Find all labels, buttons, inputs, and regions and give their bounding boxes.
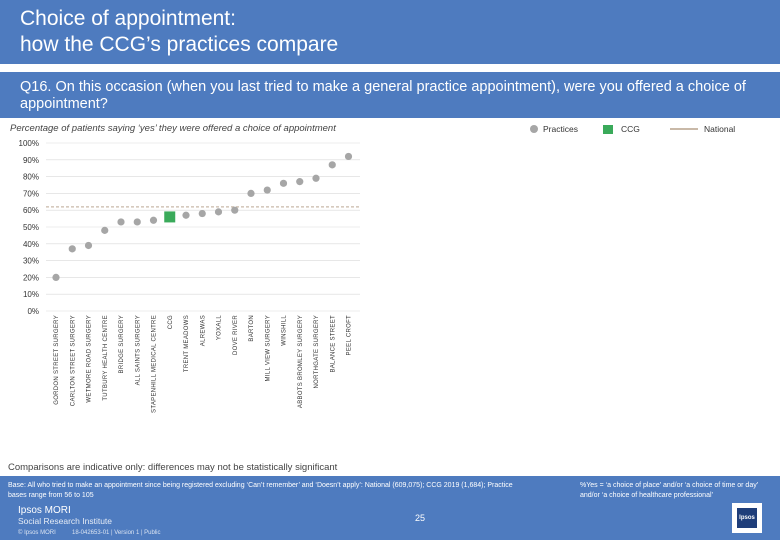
y-tick-label: 40% <box>23 240 39 249</box>
title-bar <box>0 0 780 64</box>
question-text: Q16. On this occasion (when you last tri… <box>20 79 746 112</box>
ipsos-logo-text: Ipsos MORI Social Research Institute <box>18 505 112 527</box>
category-label: YOXALL <box>217 315 223 341</box>
category-label: GORDON STREET SURGERY <box>54 315 60 405</box>
practice-point <box>133 218 141 226</box>
comparisons-note: Comparisons are indicative only: differe… <box>8 462 338 473</box>
practice-point <box>149 216 158 224</box>
practice-point <box>182 211 190 219</box>
category-label: TUTBURY HEALTH CENTRE <box>103 315 109 401</box>
logo-line-2: Social Research Institute <box>18 516 113 526</box>
chart-subtitle: Percentage of patients saying ‘yes’ they… <box>10 123 336 134</box>
ipsos-logo-icon: Ipsos <box>732 503 762 533</box>
category-label: BRIDGE SURGERY <box>119 315 125 373</box>
legend-national: National <box>670 122 735 136</box>
legend-practices-label: Practices <box>543 124 578 134</box>
category-label: ALREWAS <box>200 315 206 346</box>
category-label: NORTHGATE SURGERY <box>314 315 320 388</box>
legend-practice-marker <box>530 125 538 133</box>
practice-point <box>101 226 109 234</box>
practice-point <box>84 241 93 250</box>
legend-national-marker <box>670 128 698 130</box>
category-label: CARLTON STREET SURGERY <box>70 315 76 406</box>
definition-note: %Yes = ‘a choice of place’ and/or ‘a cho… <box>580 482 759 499</box>
title-line-1: Choice of appointment: <box>20 7 236 30</box>
category-label: ALL SAINTS SURGERY <box>135 315 141 385</box>
copyright: © Ipsos MORI <box>18 530 56 536</box>
category-label: TRENT MEADOWS <box>184 315 190 372</box>
practice-point <box>117 218 125 226</box>
legend-ccg-label: CCG <box>621 124 640 134</box>
y-tick-label: 50% <box>23 223 39 232</box>
category-label: ABBOTS BROMLEY SURGERY <box>298 315 304 408</box>
category-label: MILL VIEW SURGERY <box>265 315 271 381</box>
category-label: PEEL CROFT <box>347 315 353 355</box>
legend-practices: Practices <box>530 122 578 136</box>
practice-point <box>214 208 223 216</box>
y-tick-label: 30% <box>23 257 39 266</box>
practice-point <box>328 161 336 169</box>
footer-bar <box>0 476 780 540</box>
chart-plot: 100% 90% 80% 70% 60% 50% 40% 30% 20% 10% 0% GORDON … <box>19 139 360 413</box>
base-note: Base: All who tried to make an appointme… <box>8 482 513 499</box>
y-tick-label: 20% <box>23 273 39 282</box>
category-label: WINSHILL <box>282 315 288 346</box>
practice-point <box>312 174 320 182</box>
practice-point <box>296 178 304 186</box>
y-tick-label: 100% <box>19 139 39 148</box>
category-label: BALANCE STREET <box>330 315 336 373</box>
practice-point <box>263 186 271 194</box>
y-tick-label: 70% <box>23 189 39 198</box>
y-tick-label: 90% <box>23 156 39 165</box>
practice-point <box>198 209 206 218</box>
practice-point <box>247 189 255 197</box>
category-label: BARTON <box>249 315 255 342</box>
version-info: 18-042653-01 | Version 1 | Public <box>72 530 161 536</box>
page-title: Choice of appointment: how the CCG’s pra… <box>20 6 760 58</box>
category-label: WETMORE ROAD SURGERY <box>87 315 93 403</box>
question-bar <box>0 72 780 118</box>
practice-point <box>52 273 60 281</box>
practice-point <box>344 152 353 161</box>
ipsos-logo-badge: Ipsos <box>737 508 757 528</box>
logo-line-1: Ipsos MORI <box>18 505 71 516</box>
y-tick-label: 0% <box>27 307 39 316</box>
legend-ccg-marker <box>603 124 613 134</box>
y-tick-label: 10% <box>23 290 39 299</box>
practice-point <box>279 179 288 187</box>
category-label: STAPENHILL MEDICAL CENTRE <box>152 315 158 413</box>
legend-ccg: CCG <box>603 122 640 136</box>
legend-national-label: National <box>704 124 736 134</box>
category-label: DOVE RIVER <box>233 315 239 355</box>
practice-point <box>68 245 76 253</box>
page-number: 25 <box>414 513 425 523</box>
ccg-marker <box>164 211 176 223</box>
category-label: CCG <box>168 315 174 329</box>
title-line-2: how the CCG’s practices compare <box>20 33 339 56</box>
y-tick-label: 60% <box>23 206 39 215</box>
y-tick-label: 80% <box>23 173 39 182</box>
practice-point <box>231 206 239 214</box>
